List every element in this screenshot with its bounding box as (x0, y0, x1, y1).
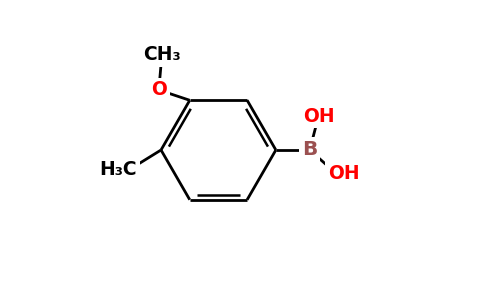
Text: CH₃: CH₃ (143, 45, 181, 64)
Text: H₃C: H₃C (100, 160, 137, 178)
Text: OH: OH (303, 106, 334, 126)
Text: O: O (151, 80, 167, 100)
Text: B: B (302, 140, 318, 160)
Text: OH: OH (328, 164, 360, 183)
